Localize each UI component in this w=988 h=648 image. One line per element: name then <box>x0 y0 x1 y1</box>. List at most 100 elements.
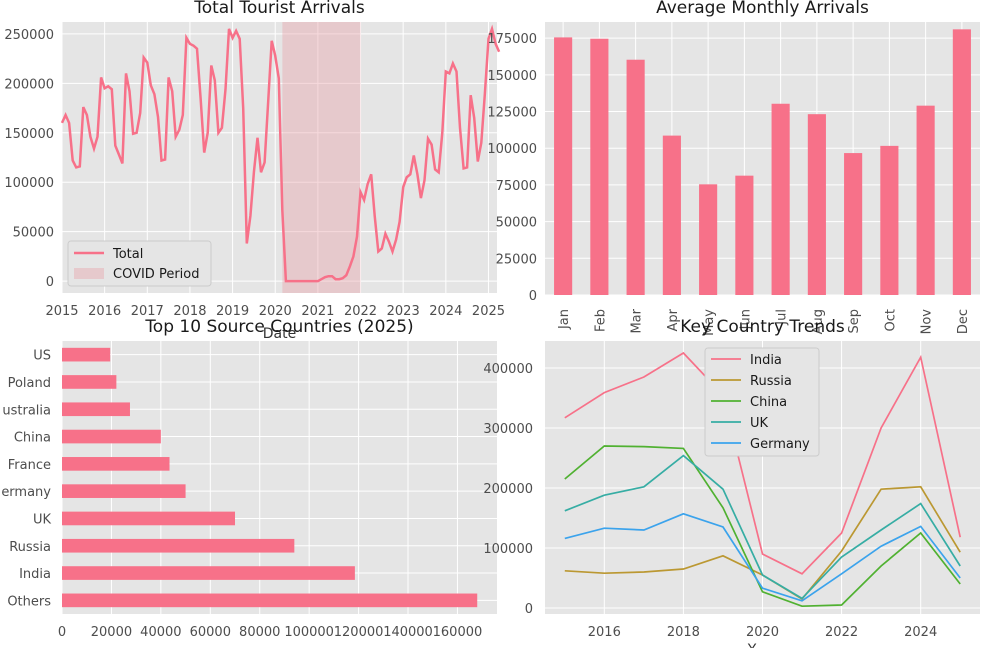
total-line <box>60 24 501 283</box>
bar-oct <box>880 145 899 295</box>
x-tick-label: 2018 <box>667 625 700 640</box>
x-tick-label: 2018 <box>173 304 206 319</box>
x-tick-label: Jun <box>738 309 753 330</box>
legend-label: China <box>750 395 787 410</box>
plot-area <box>545 22 980 295</box>
y-tick-label: 100000 <box>483 542 533 557</box>
legend: India Russia China UK Germany <box>704 347 820 457</box>
x-axis-label: Date <box>263 326 296 342</box>
bar-may <box>699 184 718 295</box>
chart-title: Total Tourist Arrivals <box>193 0 365 18</box>
x-tick-label: 0 <box>58 625 66 640</box>
panel-monthly-arrivals: 0 25000 50000 75000 100000 125000 150000 175000… <box>487 0 980 336</box>
x-tick-label: Sep <box>847 309 862 334</box>
x-tick-label: 100000 <box>284 625 334 640</box>
series-line-china <box>564 445 961 608</box>
y-tick-label: 150000 <box>487 69 537 84</box>
bar-others <box>62 593 478 608</box>
y-tick-label: UK <box>33 512 52 527</box>
y-tick-label: Russia <box>9 540 51 555</box>
y-tick-label: 200000 <box>483 482 533 497</box>
x-axis-label: Y <box>747 642 757 648</box>
bar-apr <box>662 135 681 295</box>
bar-poland <box>62 375 117 389</box>
x-tick-label: Nov <box>920 309 935 335</box>
bar-india <box>62 566 355 580</box>
x-tick-label: 60000 <box>190 625 231 640</box>
y-tick-label: US <box>33 349 51 364</box>
x-tick-label: 2019 <box>216 304 249 319</box>
bar-nov <box>916 105 935 296</box>
x-tick-label: 40000 <box>140 625 181 640</box>
series-line-india <box>564 351 962 575</box>
x-tick-label: 80000 <box>239 625 280 640</box>
y-tick-label: 0 <box>46 275 54 290</box>
x-tick-label: 2020 <box>259 304 292 319</box>
y-tick-label: 75000 <box>496 179 537 194</box>
y-tick-label: 100000 <box>487 142 537 157</box>
bar-sep <box>844 153 863 295</box>
series-line-germany <box>564 512 961 602</box>
y-tick-label: India <box>19 567 51 582</box>
y-tick-label: 100000 <box>4 176 54 191</box>
x-tick-label: 120000 <box>334 625 384 640</box>
bar-australia <box>62 402 130 417</box>
covid-span <box>282 22 361 293</box>
bar-aug <box>807 114 826 295</box>
legend-label: Russia <box>750 374 792 389</box>
x-tick-label: 160000 <box>433 625 483 640</box>
x-tick-label: 2017 <box>131 304 164 319</box>
chart-title: Average Monthly Arrivals <box>656 0 869 18</box>
bar-uk <box>62 511 236 526</box>
x-tick-label: Jan <box>557 309 572 330</box>
y-tick-label: 300000 <box>483 422 533 437</box>
x-tick-label: 2016 <box>588 625 621 640</box>
x-tick-label: Apr <box>666 308 681 331</box>
x-tick-label: May <box>702 309 717 336</box>
y-tick-label: 125000 <box>487 106 537 121</box>
y-tick-label: Poland <box>8 376 51 391</box>
bar-mar <box>626 59 645 296</box>
x-tick-label: 2015 <box>45 304 78 319</box>
x-tick-label: 2023 <box>387 304 420 319</box>
y-tick-label: 50000 <box>13 226 54 241</box>
bar-jan <box>554 37 573 296</box>
x-tick-label: 2024 <box>904 625 937 640</box>
bar-jul <box>771 103 790 295</box>
series-line-uk <box>564 454 961 600</box>
bar-china <box>62 429 161 444</box>
y-tick-label: 0 <box>525 602 533 617</box>
bar-jun <box>735 175 754 295</box>
bar-dec <box>952 29 971 295</box>
y-tick-label: 50000 <box>496 216 537 231</box>
y-tick-label: 250000 <box>4 28 54 43</box>
y-tick-label: 0 <box>529 289 537 304</box>
x-tick-label: 2022 <box>825 625 858 640</box>
bar-germany <box>62 484 186 498</box>
panel-top-countries: 0 20000 40000 60000 80000 100000 120000 140000 1… <box>1 317 497 640</box>
x-tick-label: 2025 <box>472 304 505 319</box>
y-tick-label: France <box>8 458 51 473</box>
x-tick-label: 2024 <box>429 304 462 319</box>
x-tick-label: 2020 <box>746 625 779 640</box>
legend-label: UK <box>750 416 769 431</box>
y-tick-label: China <box>14 431 51 446</box>
legend-swatch-covid <box>74 268 104 279</box>
chart-title: Top 10 Source Countries (2025) <box>144 317 413 337</box>
legend-label: COVID Period <box>113 267 200 282</box>
legend-label: India <box>750 353 782 368</box>
x-tick-label: Feb <box>593 309 608 332</box>
x-tick-label: 140000 <box>383 625 433 640</box>
x-tick-label: 2022 <box>344 304 377 319</box>
y-tick-label: 400000 <box>483 362 533 377</box>
y-tick-label: ustralia <box>2 403 51 418</box>
y-tick-label: Others <box>7 594 51 609</box>
x-tick-label: 2016 <box>88 304 121 319</box>
bar-france <box>62 457 170 471</box>
panel-country-trends: 2016 2018 2020 2022 2024 0 100000 200000 300000 4… <box>483 317 980 648</box>
legend-label: Germany <box>750 437 810 452</box>
y-tick-label: ermany <box>1 485 51 500</box>
y-tick-label: 150000 <box>4 127 54 142</box>
bar-feb <box>590 38 609 295</box>
